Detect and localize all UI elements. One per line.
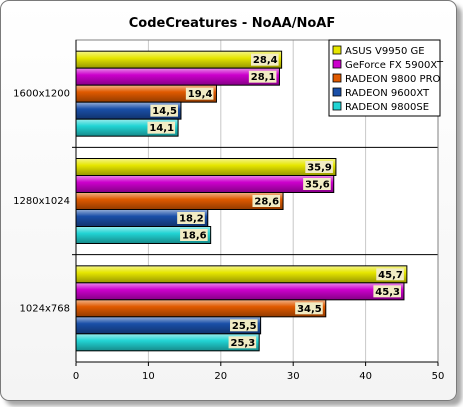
x-tick-label: 20 (214, 371, 227, 382)
data-label: 35,6 (305, 180, 330, 191)
data-label: 45,7 (378, 270, 403, 281)
data-label-bg (251, 53, 279, 66)
data-label-bg (150, 104, 178, 117)
bar (75, 265, 408, 284)
group-separators (76, 146, 438, 256)
x-tick-label: 0 (73, 371, 79, 382)
legend-swatch (332, 59, 342, 69)
category-label: 1280x1024 (13, 196, 70, 207)
data-label: 34,5 (297, 304, 322, 315)
legend-label: RADEON 9600XT (345, 88, 430, 99)
data-label: 28,4 (253, 55, 278, 66)
data-label: 25,5 (232, 321, 257, 332)
data-label-bg (373, 285, 401, 298)
data-label-bg (228, 336, 257, 349)
bar (75, 282, 405, 301)
bar (75, 158, 337, 176)
bar (75, 175, 335, 193)
data-label-bg (305, 161, 333, 173)
data-label: 14,1 (149, 123, 174, 134)
data-label-bg (376, 268, 404, 281)
legend-box (328, 39, 441, 117)
data-label: 28,1 (251, 72, 276, 83)
data-label: 45,3 (375, 287, 400, 298)
data-label-bg (295, 302, 323, 315)
legend-swatch (332, 101, 342, 111)
data-label-bg (147, 121, 176, 134)
data-label-bg (180, 229, 208, 241)
data-label: 19,4 (188, 89, 213, 100)
data-label: 25,3 (230, 338, 255, 349)
legend-swatch (332, 87, 342, 97)
legend-label: ASUS V9950 GE (345, 46, 425, 57)
data-label: 28,6 (254, 197, 279, 208)
x-tick-label: 40 (359, 371, 372, 382)
legend-label: GeForce FX 5900XT (345, 60, 444, 71)
chart-title: CodeCreatures - NoAA/NoAF (129, 16, 335, 31)
data-label: 18,6 (182, 231, 207, 242)
bar (75, 192, 284, 210)
data-label: 18,2 (179, 214, 204, 225)
data-label: 14,5 (152, 106, 177, 117)
data-label-bg (248, 70, 277, 83)
legend-label: RADEON 9800 PRO (345, 74, 441, 85)
legend-swatch (332, 45, 342, 55)
x-tick-label: 50 (432, 371, 445, 382)
x-tick-label: 10 (142, 371, 155, 382)
x-tick-label: 30 (287, 371, 300, 382)
data-label-bg (177, 212, 205, 224)
category-label: 1024x768 (20, 303, 70, 314)
bar (75, 50, 283, 69)
legend-swatch (332, 73, 342, 83)
data-label-bg (303, 178, 331, 190)
data-label: 35,9 (307, 163, 332, 174)
data-label-bg (252, 195, 281, 207)
legend: ASUS V9950 GE GeForce FX 5900XT RADEON 980… (328, 39, 444, 117)
bars: 28,4 28,1 19,4 14,5 14,1 35,9 35,6 28,6 18,2 18,6… (75, 50, 408, 352)
data-label-bg (185, 87, 214, 100)
axes: 0 10 20 30 40 50 1600x1200 1280x1024 1024x768 (13, 39, 445, 382)
data-label-bg (230, 319, 258, 332)
legend-label: RADEON 9800SE (345, 102, 429, 113)
category-label: 1600x1200 (13, 89, 70, 100)
bar (75, 299, 327, 318)
